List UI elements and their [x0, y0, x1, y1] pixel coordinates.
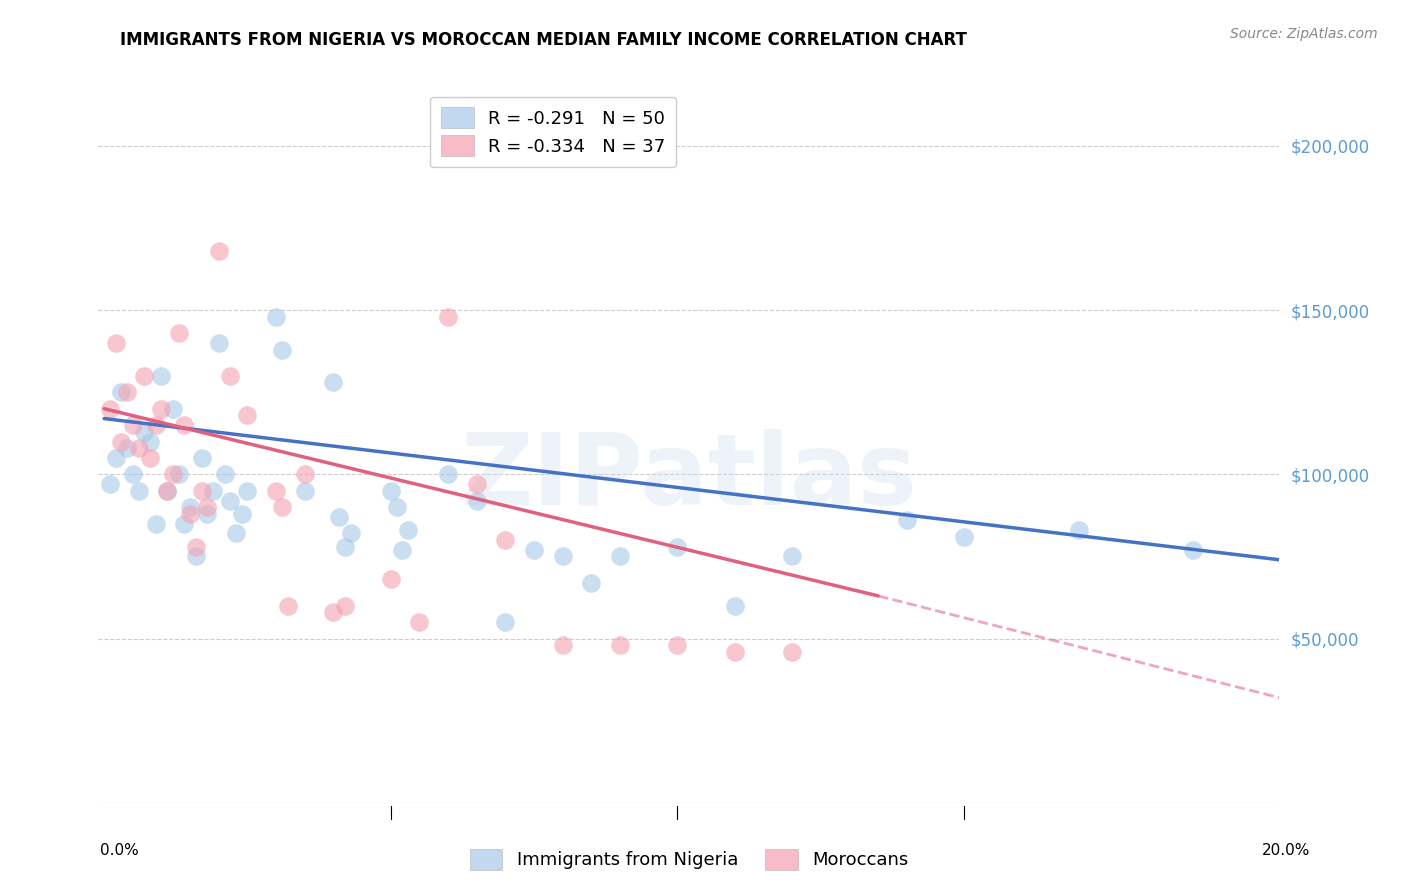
Point [437, 310, 460, 324]
Point [551, 638, 574, 652]
Point [195, 507, 218, 521]
Point [115, 385, 138, 400]
Point [396, 523, 419, 537]
Point [121, 467, 143, 482]
Point [167, 326, 190, 341]
Point [328, 510, 350, 524]
Point [145, 418, 167, 433]
Point [128, 483, 150, 498]
Text: IMMIGRANTS FROM NIGERIA VS MOROCCAN MEDIAN FAMILY INCOME CORRELATION CHART: IMMIGRANTS FROM NIGERIA VS MOROCCAN MEDI… [120, 31, 966, 49]
Point [98, 477, 121, 491]
Legend: Immigrants from Nigeria, Moroccans: Immigrants from Nigeria, Moroccans [463, 841, 915, 877]
Point [339, 526, 361, 541]
Point [145, 516, 167, 531]
Point [465, 493, 488, 508]
Point [294, 467, 316, 482]
Point [1182, 542, 1205, 557]
Point [98, 401, 121, 416]
Point [408, 615, 430, 630]
Point [294, 483, 316, 498]
Point [495, 615, 517, 630]
Point [609, 638, 631, 652]
Point [190, 483, 212, 498]
Point [208, 244, 231, 258]
Point [666, 638, 689, 652]
Text: 20.0%: 20.0% [1263, 843, 1310, 858]
Point [110, 385, 132, 400]
Point [179, 500, 201, 515]
Point [551, 549, 574, 564]
Point [724, 645, 747, 659]
Point [1067, 523, 1090, 537]
Point [231, 507, 253, 521]
Text: Source: ZipAtlas.com: Source: ZipAtlas.com [1230, 27, 1378, 41]
Point [139, 450, 162, 465]
Point [380, 573, 402, 587]
Point [156, 483, 179, 498]
Point [333, 599, 356, 613]
Point [150, 368, 173, 383]
Point [333, 540, 356, 554]
Point [225, 526, 247, 541]
Point [270, 500, 292, 515]
Point [156, 483, 179, 498]
Point [495, 533, 517, 547]
Point [134, 368, 156, 383]
Point [121, 418, 143, 433]
Point [270, 343, 292, 357]
Point [666, 540, 689, 554]
Point [214, 467, 236, 482]
Point [104, 450, 127, 465]
Point [134, 425, 156, 439]
Point [780, 549, 803, 564]
Point [581, 575, 603, 590]
Point [184, 549, 207, 564]
Point [208, 336, 231, 351]
Point [179, 507, 201, 521]
Point [104, 336, 127, 351]
Point [236, 483, 259, 498]
Point [219, 368, 242, 383]
Point [780, 645, 803, 659]
Point [896, 513, 918, 527]
Point [190, 450, 212, 465]
Point [437, 467, 460, 482]
Point [167, 467, 190, 482]
Point [391, 542, 413, 557]
Point [953, 530, 976, 544]
Point [465, 477, 488, 491]
Point [236, 409, 259, 423]
Text: 0.0%: 0.0% [100, 843, 139, 858]
Point [523, 542, 546, 557]
Point [380, 483, 402, 498]
Point [139, 434, 162, 449]
Point [184, 540, 207, 554]
Point [115, 441, 138, 455]
Point [110, 434, 132, 449]
Point [162, 401, 184, 416]
Point [128, 441, 150, 455]
Point [202, 483, 225, 498]
Point [173, 516, 195, 531]
Point [264, 310, 287, 324]
Point [162, 467, 184, 482]
Point [219, 493, 242, 508]
Point [322, 376, 344, 390]
Point [195, 500, 218, 515]
Point [264, 483, 287, 498]
Text: ZIPatlas: ZIPatlas [461, 429, 917, 526]
Point [150, 401, 173, 416]
Point [322, 605, 344, 619]
Point [173, 418, 195, 433]
Point [609, 549, 631, 564]
Point [724, 599, 747, 613]
Point [385, 500, 408, 515]
Point [277, 599, 299, 613]
